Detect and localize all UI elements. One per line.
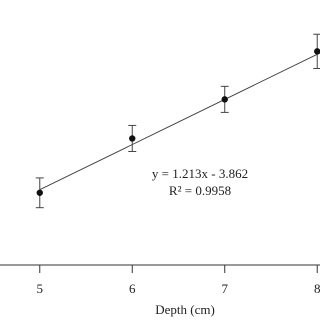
- r-squared: R² = 0.9958: [169, 183, 231, 198]
- x-tick-label: 6: [129, 281, 136, 296]
- point: [221, 96, 228, 103]
- x-tick-label: 7: [221, 281, 228, 296]
- equation: y = 1.213x - 3.862: [152, 166, 248, 181]
- point: [36, 189, 43, 196]
- point: [129, 135, 136, 142]
- trendline: [39, 52, 320, 191]
- point: [314, 48, 320, 55]
- x-tick-label: 5: [37, 281, 44, 296]
- x-tick-label: 8: [314, 281, 320, 296]
- x-axis-title: Depth (cm): [155, 302, 215, 317]
